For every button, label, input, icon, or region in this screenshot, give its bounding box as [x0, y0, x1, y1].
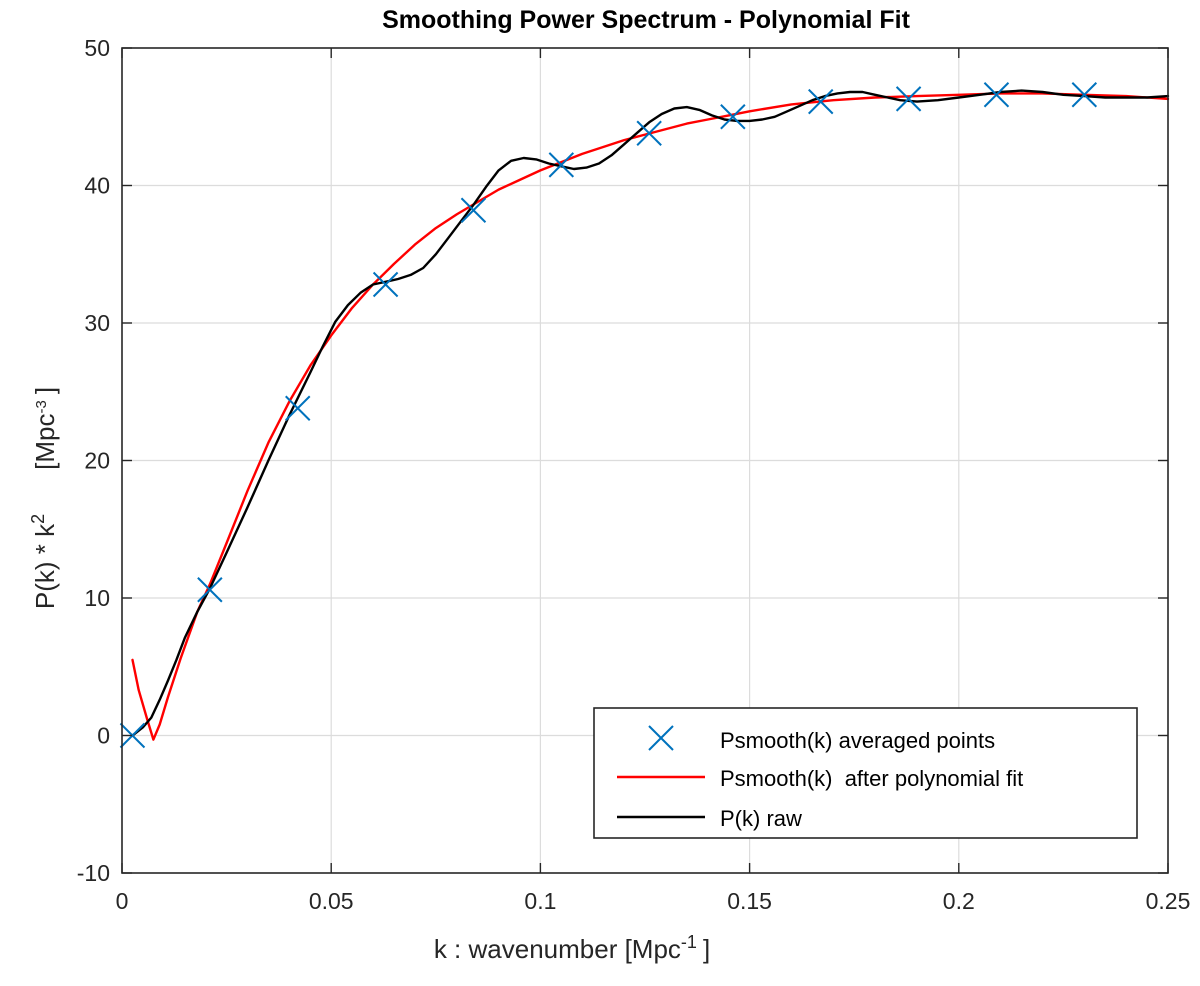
legend: Psmooth(k) averaged points Psmooth(k) af…	[593, 707, 1138, 839]
x-tick-label: 0.05	[309, 888, 354, 914]
chart-title: Smoothing Power Spectrum - Polynomial Fi…	[382, 6, 910, 34]
data-point-averaged	[636, 120, 662, 146]
x-axis-label-end: ]	[703, 934, 710, 964]
x-axis-label: k : wavenumber [Mpc-1]	[434, 932, 710, 964]
x-tick-label: 0.25	[1146, 888, 1191, 914]
data-point-averaged	[285, 395, 311, 421]
data-point-averaged	[983, 82, 1010, 108]
y-axis-label-sup: 2	[28, 514, 48, 524]
y-tick-label: 30	[84, 310, 110, 336]
y-tick-label: -10	[77, 860, 110, 886]
y-axis-label-unit: [Mpc	[30, 413, 60, 469]
x-tick-label: 0	[116, 888, 129, 914]
legend-label-raw: P(k) raw	[720, 806, 802, 831]
series-layer	[119, 82, 1170, 749]
data-point-averaged	[119, 722, 146, 749]
legend-x-glyph	[648, 725, 674, 751]
y-axis-label-unit-end: ]	[30, 387, 60, 394]
x-axis-label-sup: -1	[681, 932, 697, 952]
x-tick-label: 0.1	[524, 888, 556, 914]
x-tick-label: 0.15	[727, 888, 772, 914]
data-point-averaged	[808, 88, 834, 115]
data-point-averaged	[720, 104, 746, 130]
y-tick-label: 10	[84, 585, 110, 611]
legend-label-polynomial-fit: Psmooth(k) after polynomial fit	[720, 766, 1023, 791]
data-point-averaged	[372, 271, 399, 298]
y-tick-label: 40	[84, 173, 110, 199]
series-line-raw	[131, 89, 1170, 737]
data-point-averaged	[460, 197, 487, 223]
axes	[121, 47, 1169, 874]
x-axis-label-main: k : wavenumber [Mpc	[434, 934, 681, 964]
x-tick-label: 0.2	[943, 888, 975, 914]
y-tick-label: 50	[84, 35, 110, 61]
data-point-averaged	[895, 86, 922, 112]
y-tick-label: 0	[97, 723, 110, 749]
data-point-averaged	[197, 577, 223, 603]
data-point-averaged	[548, 152, 575, 178]
y-tick-label: 20	[84, 448, 110, 474]
y-axis-label-unit-sup: -3	[33, 400, 50, 413]
y-axis-label: P(k) * k2 [Mpc-3]	[28, 387, 60, 609]
y-axis-label-main: P(k) * k	[30, 523, 60, 609]
legend-marker-x	[648, 725, 674, 751]
legend-label-averaged-points: Psmooth(k) averaged points	[720, 728, 995, 753]
data-point-averaged	[1071, 82, 1098, 108]
